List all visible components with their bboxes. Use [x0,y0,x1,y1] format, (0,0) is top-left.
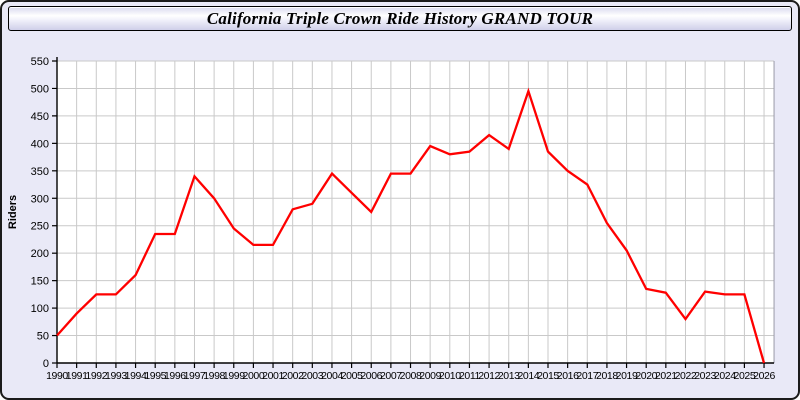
x-tick-label: 1996 [164,370,186,382]
x-tick-label: 2015 [537,370,559,382]
x-tick-label: 1998 [203,370,225,382]
x-tick-label: 2002 [282,370,304,382]
title-bar: California Triple Crown Ride History GRA… [8,6,792,31]
y-tick-label: 100 [31,303,49,315]
x-tick-label: 2005 [341,370,363,382]
y-tick-label: 550 [31,56,49,68]
x-tick-label: 2006 [360,370,382,382]
line-chart: 0501001502002503003504004505005501990199… [7,56,776,382]
chart-title: California Triple Crown Ride History GRA… [206,9,594,28]
x-tick-label: 1997 [184,370,206,382]
y-tick-label: 0 [43,358,49,370]
y-tick-label: 200 [31,248,49,260]
x-tick-label: 2024 [714,370,736,382]
x-tick-label: 2020 [635,370,657,382]
x-tick-label: 2017 [576,370,598,382]
x-tick-label: 2013 [498,370,520,382]
x-tick-label: 2010 [439,370,461,382]
x-tick-label: 1993 [105,370,127,382]
x-tick-label: 2026 [753,370,775,382]
x-tick-label: 2001 [262,370,284,382]
y-tick-label: 400 [31,138,49,150]
y-tick-label: 150 [31,276,49,288]
y-tick-label: 450 [31,111,49,123]
y-tick-label: 500 [31,83,49,95]
y-tick-label: 350 [31,166,49,178]
x-tick-label: 2003 [301,370,323,382]
x-tick-label: 1992 [85,370,107,382]
data-line [56,87,766,364]
x-tick-label: 2021 [655,370,677,382]
x-tick-label: 2019 [616,370,638,382]
x-tick-label: 2014 [517,370,539,382]
y-tick-label: 50 [37,331,49,343]
x-tick-label: 1991 [66,370,88,382]
x-tick-label: 2022 [675,370,697,382]
y-axis-label: Riders [7,195,19,229]
x-tick-label: 2009 [419,370,441,382]
x-tick-label: 1994 [125,370,147,382]
plot-area [57,61,775,363]
x-tick-label: 2011 [459,370,481,382]
x-tick-label: 2018 [596,370,618,382]
x-tick-label: 2000 [243,370,265,382]
x-tick-label: 1995 [144,370,166,382]
x-tick-label: 1990 [46,370,68,382]
y-tick-label: 250 [31,221,49,233]
x-tick-label: 2004 [321,370,343,382]
x-tick-label: 2007 [380,370,402,382]
x-tick-label: 2012 [478,370,500,382]
x-tick-label: 2023 [694,370,716,382]
chart-area: 0 50 100 150 200 250 300 350 400 450 500 550 1990 199… [2,35,798,398]
x-tick-label: 2025 [734,370,756,382]
x-tick-label: 1999 [223,370,245,382]
y-tick-label: 300 [31,193,49,205]
x-tick-label: 2008 [400,370,422,382]
x-tick-label: 2016 [557,370,579,382]
